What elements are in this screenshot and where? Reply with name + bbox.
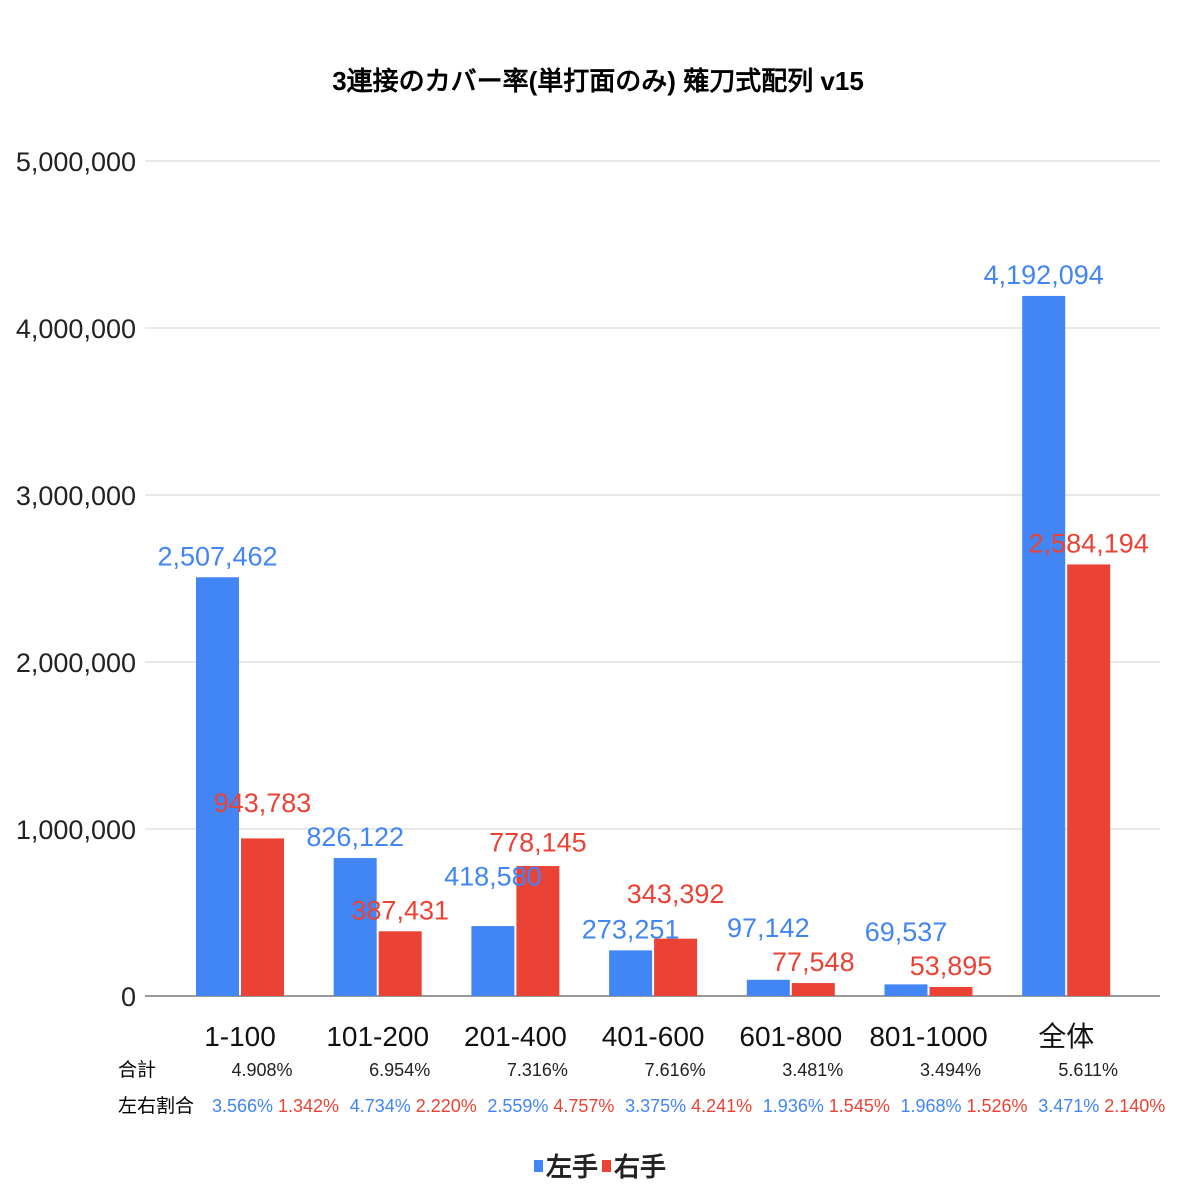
x-tick-label: 601-800	[739, 1021, 842, 1052]
right-hand-bar	[241, 838, 284, 996]
right-hand-bar	[654, 938, 698, 996]
right-hand-bar	[378, 931, 422, 996]
left-ratio-percent: 1.968%	[901, 1096, 962, 1116]
x-tick-label: 101-200	[326, 1021, 429, 1052]
right-ratio-percent: 2.220%	[416, 1096, 477, 1116]
total-percent: 3.481%	[782, 1060, 843, 1080]
total-percent: 7.316%	[507, 1060, 568, 1080]
total-percent: 7.616%	[645, 1060, 706, 1080]
right-ratio-percent: 1.545%	[829, 1096, 890, 1116]
data-label: 343,392	[627, 879, 725, 909]
x-tick-label: 全体	[1038, 1021, 1094, 1052]
total-percent: 4.908%	[231, 1060, 292, 1080]
legend-label: 右手	[614, 1152, 666, 1182]
legend-label: 左手	[546, 1152, 598, 1182]
right-hand-bar	[1067, 564, 1111, 996]
left-ratio-percent: 4.734%	[350, 1096, 411, 1116]
y-tick-label: 3,000,000	[16, 481, 136, 511]
x-tick-label: 801-1000	[869, 1021, 987, 1052]
legend-swatch	[602, 1160, 611, 1172]
left-hand-bar	[471, 926, 515, 996]
total-percent: 5.611%	[1058, 1060, 1118, 1080]
data-label: 2,584,194	[1029, 528, 1149, 558]
legend-swatch	[534, 1160, 543, 1172]
data-label: 4,192,094	[984, 260, 1104, 290]
data-label: 826,122	[306, 822, 404, 852]
y-tick-label: 1,000,000	[16, 815, 136, 845]
right-hand-bar	[516, 866, 560, 996]
left-ratio-percent: 3.375%	[625, 1096, 686, 1116]
y-tick-label: 5,000,000	[16, 147, 136, 177]
y-tick-label: 4,000,000	[16, 314, 136, 344]
left-ratio-percent: 3.566%	[212, 1096, 273, 1116]
left-hand-bar	[333, 858, 377, 996]
left-hand-bar	[746, 979, 790, 996]
data-label: 69,537	[865, 917, 948, 947]
data-label: 77,548	[772, 947, 855, 977]
y-tick-label: 0	[121, 982, 136, 1012]
total-percent: 6.954%	[369, 1060, 430, 1080]
left-ratio-percent: 3.471%	[1038, 1096, 1099, 1116]
data-label: 943,783	[214, 788, 312, 818]
y-tick-label: 2,000,000	[16, 648, 136, 678]
x-tick-label: 401-600	[602, 1021, 705, 1052]
left-ratio-percent: 2.559%	[487, 1096, 548, 1116]
total-percent: 3.494%	[920, 1060, 981, 1080]
right-ratio-percent: 4.241%	[691, 1096, 752, 1116]
left-hand-bar	[196, 577, 239, 996]
left-hand-bar	[884, 984, 928, 996]
data-label: 778,145	[489, 827, 587, 857]
total-row-label: 合計	[118, 1059, 156, 1081]
x-tick-label: 1-100	[204, 1021, 276, 1052]
data-label: 97,142	[727, 913, 810, 943]
x-tick-label: 201-400	[464, 1021, 567, 1052]
left-hand-bar	[609, 950, 653, 996]
left-ratio-percent: 1.936%	[763, 1096, 824, 1116]
right-ratio-percent: 1.526%	[967, 1096, 1028, 1116]
right-ratio-percent: 1.342%	[278, 1096, 339, 1116]
data-label: 53,895	[910, 951, 993, 981]
ratio-row-label: 左右割合	[118, 1095, 194, 1117]
data-label: 273,251	[582, 914, 680, 944]
right-hand-bar	[791, 983, 835, 996]
chart-title: 3連接のカバー率(単打面のみ) 薙刀式配列 v15	[332, 66, 864, 96]
data-label: 387,431	[351, 895, 449, 925]
right-ratio-percent: 2.140%	[1104, 1096, 1165, 1116]
data-label: 418,580	[444, 861, 542, 891]
data-label: 2,507,462	[157, 541, 277, 571]
right-ratio-percent: 4.757%	[553, 1096, 614, 1116]
right-hand-bar	[929, 986, 973, 996]
left-hand-bar	[1022, 295, 1066, 996]
